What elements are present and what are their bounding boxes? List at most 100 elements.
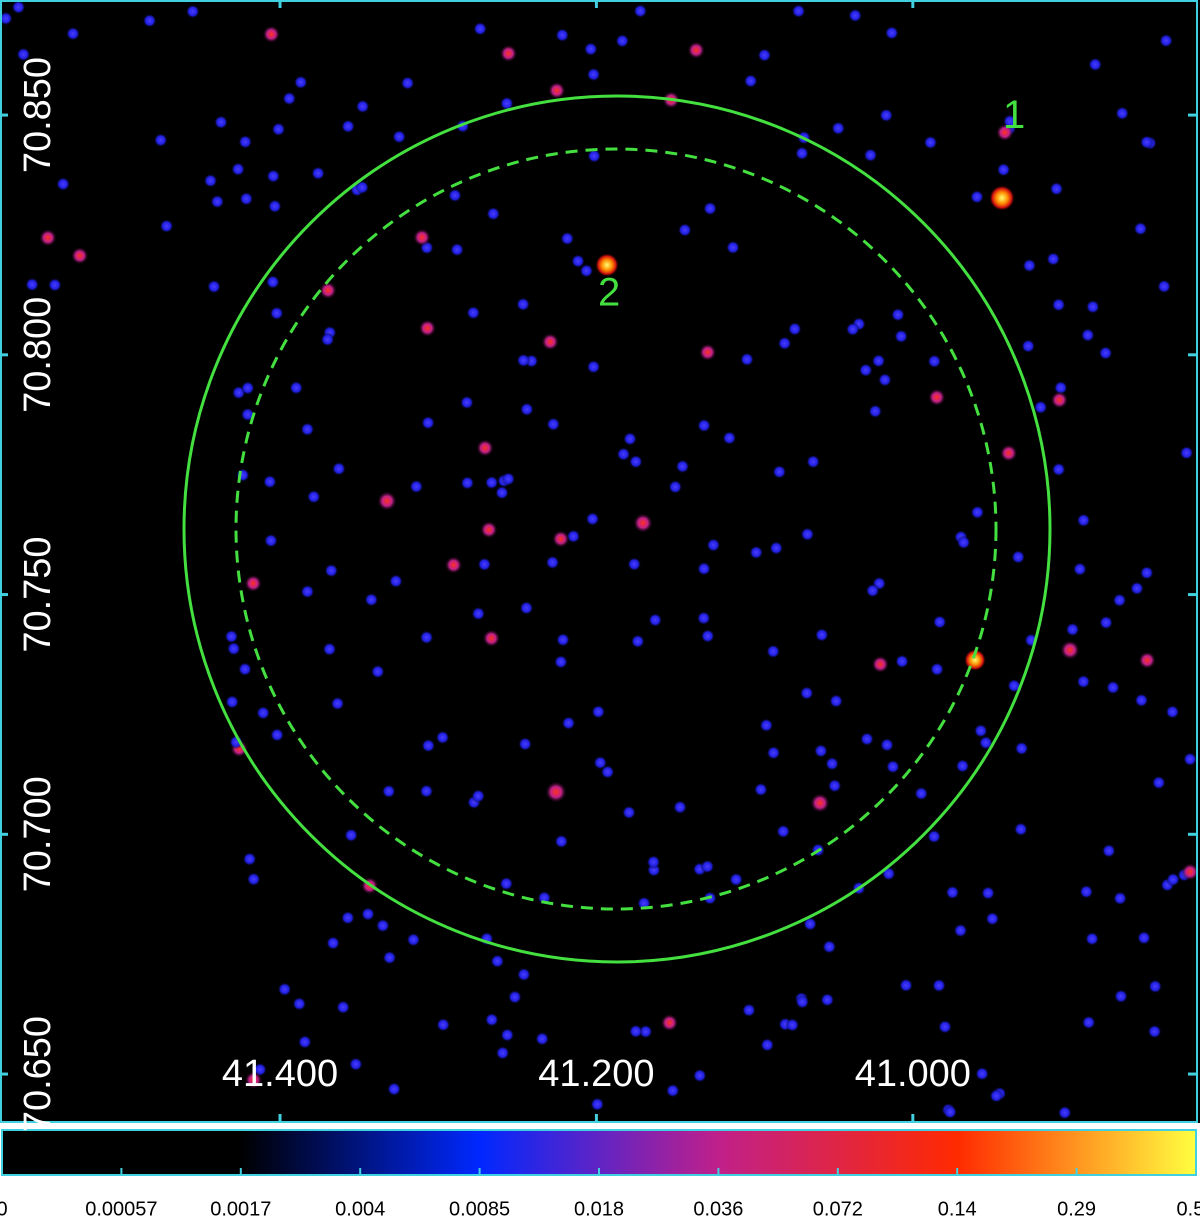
source-dot — [490, 954, 505, 969]
source-dot — [973, 723, 988, 738]
source-dot — [400, 76, 415, 91]
source-dot — [336, 1000, 351, 1015]
bright-source — [595, 253, 619, 277]
source-dot — [153, 133, 168, 148]
bright-source — [1060, 640, 1080, 660]
source-dot — [757, 48, 772, 63]
source-dot — [282, 91, 297, 106]
source-dot — [1139, 135, 1154, 150]
source-dot — [355, 180, 370, 195]
source-dot — [865, 583, 880, 598]
source-dot — [553, 654, 568, 669]
source-dot — [955, 758, 970, 773]
source-dot — [444, 555, 463, 574]
source-dot — [616, 447, 631, 462]
source-dot — [244, 574, 263, 593]
source-dot — [203, 173, 218, 188]
source-dot — [585, 511, 600, 526]
source-dot — [364, 592, 379, 607]
source-dot — [820, 992, 835, 1007]
source-dot — [300, 422, 315, 437]
source-dot — [743, 73, 758, 88]
source-dot — [231, 162, 246, 177]
source-dot — [266, 169, 281, 184]
colorbar-label: 0.036 — [693, 1198, 743, 1220]
source-dot — [277, 982, 292, 997]
source-dot — [516, 297, 531, 312]
source-dot — [11, 0, 26, 15]
source-dot — [1139, 565, 1154, 580]
source-dot — [1181, 862, 1200, 881]
source-dot — [858, 363, 873, 378]
source-dot — [239, 191, 254, 206]
source-dot — [486, 206, 501, 221]
annotation: 1 — [1003, 93, 1025, 137]
source-dot — [1022, 258, 1037, 273]
y-tick-label: 70.750 — [17, 536, 59, 652]
source-dot — [1085, 931, 1100, 946]
bright-source — [989, 185, 1015, 211]
source-dot — [845, 322, 860, 337]
source-dot — [466, 305, 481, 320]
source-dot — [673, 800, 688, 815]
source-dot — [311, 166, 326, 181]
source-dot — [938, 1019, 953, 1034]
source-dot — [1099, 615, 1114, 630]
source-dot — [1011, 550, 1026, 565]
source-dot — [66, 26, 81, 41]
source-dot — [1033, 400, 1048, 415]
source-dot — [459, 395, 474, 410]
source-dot — [479, 520, 498, 539]
source-dot — [759, 718, 774, 733]
bright-source — [545, 781, 567, 803]
colorbar-label: 0.018 — [574, 1198, 624, 1220]
source-dot — [1136, 930, 1151, 945]
source-dot — [344, 828, 359, 843]
source-dot — [895, 654, 910, 669]
source-dot — [361, 907, 376, 922]
source-dot — [822, 939, 837, 954]
source-dot — [482, 629, 501, 648]
source-dot — [535, 1031, 550, 1046]
source-dot — [1080, 328, 1095, 343]
source-dot — [1106, 680, 1121, 695]
source-dot — [692, 1068, 707, 1083]
source-dot — [932, 978, 947, 993]
source-dot — [794, 146, 809, 161]
colorbar-label: 0.58 — [1177, 1198, 1200, 1220]
source-dot — [256, 705, 271, 720]
colorbar-label: 0.29 — [1057, 1198, 1096, 1220]
source-dot — [70, 246, 89, 265]
source-dot — [1115, 106, 1130, 121]
source-dot — [240, 381, 255, 396]
source-dot — [484, 1012, 499, 1027]
source-dot — [894, 329, 909, 344]
source-dot — [324, 563, 339, 578]
source-dot — [322, 642, 337, 657]
source-dot — [729, 872, 744, 887]
source-dot — [615, 33, 630, 48]
source-dot — [930, 662, 945, 677]
bright-source — [633, 513, 653, 533]
source-dot — [246, 872, 261, 887]
source-dot — [753, 782, 768, 797]
source-dot — [772, 464, 787, 479]
source-dot — [871, 655, 890, 674]
source-dot — [760, 1037, 775, 1052]
source-dot — [813, 743, 828, 758]
source-dot — [1133, 221, 1148, 236]
source-dot — [419, 784, 434, 799]
source-dot — [1101, 843, 1116, 858]
source-dot — [1138, 651, 1157, 670]
source-dot — [970, 505, 985, 520]
source-dot — [289, 380, 304, 395]
source-dot — [297, 1034, 312, 1049]
region-circle-dashed — [234, 147, 998, 911]
source-dot — [471, 789, 486, 804]
source-dot — [214, 115, 229, 130]
source-dot — [546, 417, 561, 432]
source-dot — [1098, 346, 1113, 361]
source-dot — [677, 223, 692, 238]
source-dot — [777, 336, 792, 351]
source-dot — [871, 353, 886, 368]
